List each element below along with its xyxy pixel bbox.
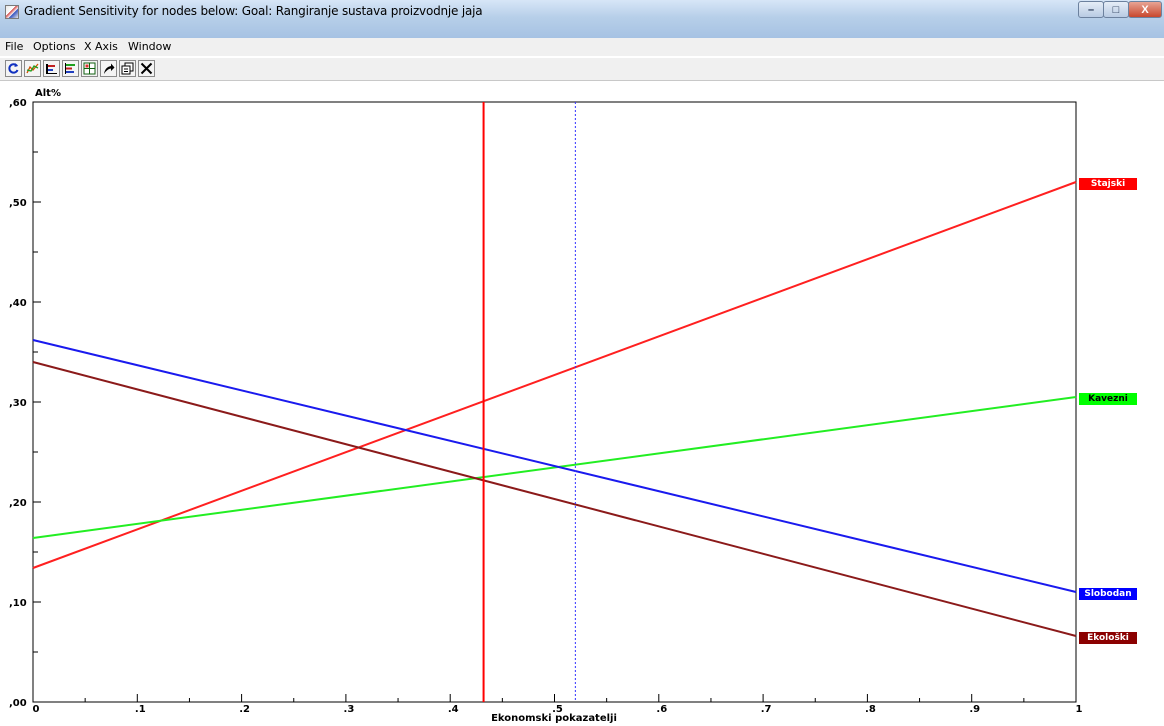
line-chart-icon [26, 63, 39, 74]
series-line-kavezni [32, 396, 1077, 539]
x-tick-label: 0 [33, 704, 40, 715]
series-label-kavezni: Kavezni [1079, 393, 1137, 405]
menu-bar: File Options X Axis Window [0, 38, 1164, 56]
series-label-ekolo-ki: Ekološki [1079, 632, 1137, 644]
y-tick-label: ,00 [9, 698, 27, 709]
series-label-stajski: Stajski [1079, 178, 1137, 190]
close-icon [140, 62, 153, 75]
toolbar [0, 58, 1164, 81]
y-tick-label: ,30 [9, 398, 27, 409]
menu-options[interactable]: Options [33, 40, 76, 53]
plot-frame [32, 101, 1077, 703]
x-tick-label: .8 [865, 704, 876, 715]
menu-x-axis[interactable]: X Axis [84, 40, 118, 53]
series-line-stajski [32, 181, 1077, 569]
x-axis-label: Ekonomski pokazatelji [491, 713, 617, 724]
y-tick-label: ,60 [9, 98, 27, 109]
app-icon [5, 5, 19, 19]
y-axis-label: Alt% [35, 88, 61, 99]
sensitivity-chart: Alt% Ekonomski pokazatelji ,00 ,10 ,20 ,30,… [9, 88, 1083, 724]
bar-chart-icon [46, 64, 57, 74]
x-tick-label: .7 [761, 704, 772, 715]
minimize-button[interactable]: – [1078, 1, 1104, 18]
x-tick-label: .9 [969, 704, 980, 715]
menu-window[interactable]: Window [128, 40, 172, 53]
y-tick-label: ,20 [9, 498, 27, 509]
refresh-icon [8, 63, 19, 74]
series-line-ekolo-ki [32, 361, 1077, 637]
refresh-button[interactable] [5, 60, 22, 77]
stacked-bar-icon [65, 63, 75, 74]
grid-chart-icon [83, 62, 96, 75]
close-button[interactable]: X [1128, 1, 1162, 18]
copy-button[interactable] [119, 60, 136, 77]
window-title: Gradient Sensitivity for nodes below: Go… [24, 4, 483, 18]
bar-chart-button[interactable] [43, 60, 60, 77]
stacked-bar-button[interactable] [62, 60, 79, 77]
x-tick-label: .6 [656, 704, 667, 715]
y-tick-label: ,50 [9, 198, 27, 209]
y-tick-label: ,40 [9, 298, 27, 309]
x-tick-label: .2 [239, 704, 250, 715]
x-tick-label: .5 [552, 704, 563, 715]
menu-file[interactable]: File [5, 40, 24, 53]
copy-icon [121, 62, 134, 75]
x-tick-label: .4 [448, 704, 459, 715]
line-chart-button[interactable] [24, 60, 41, 77]
title-bar: Gradient Sensitivity for nodes below: Go… [0, 0, 1164, 39]
arrow-button[interactable] [100, 60, 117, 77]
x-tick-label: .1 [135, 704, 146, 715]
grid-chart-button[interactable] [81, 60, 98, 77]
arrow-icon [104, 63, 115, 74]
maximize-button[interactable]: □ [1103, 1, 1129, 18]
series-line-slobodan [32, 339, 1077, 593]
x-tick-label: 1 [1076, 704, 1083, 715]
y-tick-label: ,10 [9, 598, 27, 609]
sensitivity-plot-area: Alt% Ekonomski pokazatelji ,00 ,10 ,20 ,30,… [0, 82, 1164, 726]
series-label-slobodan: Slobodan [1079, 588, 1137, 600]
x-tick-label: .3 [344, 704, 355, 715]
close-chart-button[interactable] [138, 60, 155, 77]
